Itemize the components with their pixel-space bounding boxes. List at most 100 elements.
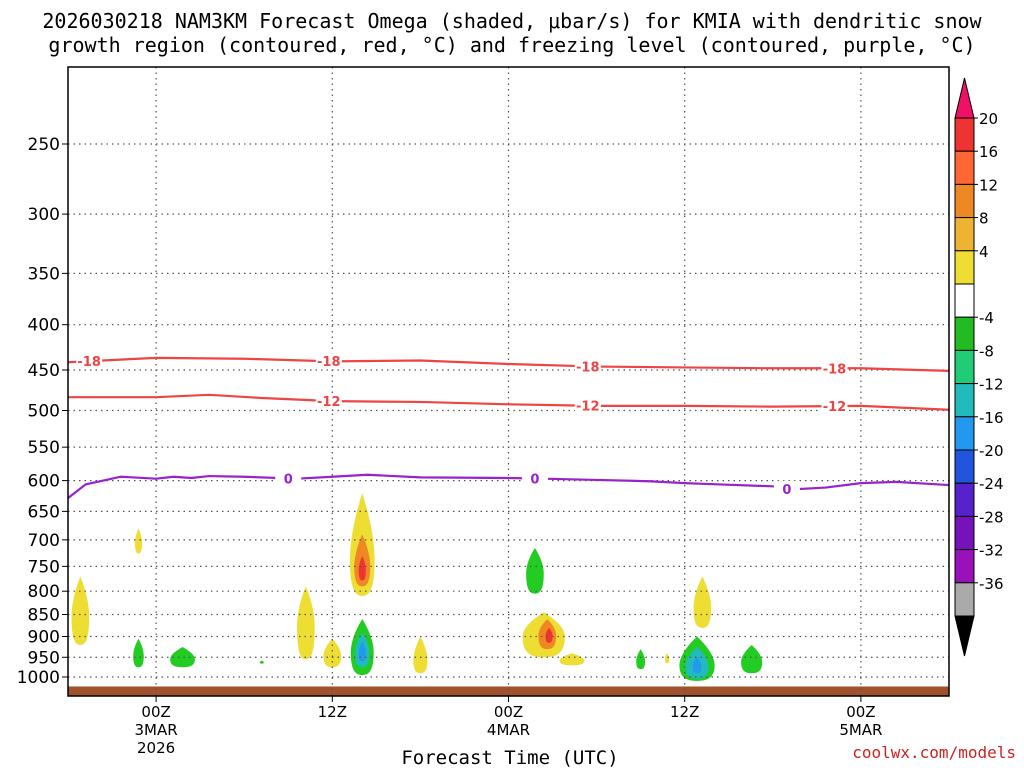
- contour-label: -12: [317, 395, 341, 410]
- x-tick-label: 2026: [137, 739, 175, 757]
- y-tick-label: 500: [28, 402, 60, 422]
- y-tick-label: 950: [28, 648, 60, 668]
- colorbar-label: 8: [979, 210, 989, 228]
- contour-label-bg: [521, 470, 548, 487]
- omega-region-0: [71, 576, 90, 645]
- colorbar-segment: [954, 416, 975, 451]
- contour-label-bg: [315, 353, 342, 370]
- x-tick-label: 12Z: [670, 703, 699, 721]
- y-tick-label: 550: [28, 438, 60, 458]
- colorbar-segment: [954, 316, 975, 351]
- x-tick-label: 4MAR: [487, 721, 530, 739]
- contour-label-bg: [275, 470, 302, 487]
- omega-region-2: [133, 638, 144, 668]
- colorbar-label: -28: [979, 508, 1004, 526]
- grid-lines: [68, 67, 949, 696]
- colorbar-label: 16: [979, 143, 998, 161]
- y-tick-label: 700: [28, 531, 60, 551]
- contour-label-bg: [773, 480, 800, 497]
- y-tick-label: 750: [28, 557, 60, 577]
- y-tick-label: 800: [28, 582, 60, 602]
- contour-label-bg: [574, 358, 601, 375]
- contour-label: -12: [823, 400, 847, 415]
- colorbar-label: -32: [979, 542, 1004, 560]
- omega-region-24: [692, 657, 702, 674]
- colorbar-segment: [954, 283, 975, 318]
- colorbar: 20 16 12 8 4 -4 -8 -12 -16 -20 -24 -28 -32 -36: [954, 77, 1004, 657]
- colorbar-segment: [954, 150, 975, 185]
- y-tick-label: 600: [28, 472, 60, 492]
- y-tick-label: 650: [28, 502, 60, 522]
- y-tick-label: 300: [28, 205, 60, 225]
- colorbar-label: -16: [979, 409, 1004, 427]
- contour-label: 0: [782, 483, 791, 498]
- colorbar-segment: [954, 582, 975, 617]
- title-line-2: growth region (contoured, red, °C) and f…: [48, 33, 975, 57]
- contour-line-0: [67, 356, 950, 372]
- chart-title: 2026030218 NAM3KM Forecast Omega (shaded…: [42, 9, 982, 57]
- contour-line-1: [68, 393, 950, 411]
- omega-region-12: [358, 640, 366, 662]
- contour-label: -18: [576, 360, 600, 375]
- colorbar-label: -20: [979, 442, 1004, 460]
- colorbar-segment: [954, 217, 975, 252]
- colorbar-segment: [954, 515, 975, 551]
- colorbar-label: -12: [979, 376, 1004, 394]
- contour-label: -18: [317, 355, 341, 370]
- y-tick-label: 400: [28, 316, 60, 336]
- colorbar-segment: [954, 349, 975, 385]
- omega-region-21: [693, 576, 712, 628]
- y-tick-label: 450: [28, 361, 60, 381]
- omega-region-19: [636, 649, 646, 670]
- omega-region-4: [259, 660, 264, 664]
- omega-region-20: [665, 653, 670, 664]
- x-axis-label: Forecast Time (UTC): [401, 747, 618, 768]
- ground-layer: [68, 686, 949, 696]
- contour-label-bg: [76, 353, 103, 370]
- omega-region-9: [358, 556, 366, 581]
- omega-region-13: [413, 636, 428, 674]
- x-tick-label: 00Z: [846, 703, 875, 721]
- colorbar-segment: [954, 183, 975, 219]
- colorbar-segment: [954, 549, 975, 584]
- contour-label: -18: [77, 355, 101, 370]
- contour-label-bg: [821, 398, 848, 415]
- y-tick-label: 1000: [17, 668, 60, 688]
- colorbar-label: -4: [979, 309, 994, 327]
- omega-region-17: [545, 627, 553, 643]
- omega-shading: [71, 493, 763, 681]
- contour-label-bg: [821, 360, 848, 377]
- omega-region-25: [741, 644, 763, 674]
- omega-region-14: [526, 548, 544, 594]
- colorbar-segment: [954, 250, 975, 285]
- omega-region-18: [559, 653, 585, 666]
- colorbar-label: -24: [979, 475, 1004, 493]
- credit-text: coolwx.com/models: [852, 743, 1016, 762]
- y-tick-label: 250: [28, 135, 60, 155]
- contour-label-bg: [574, 397, 601, 414]
- temperature-contours: -18 -18 -18 -18 -12 -12 -12 0 0 0: [67, 353, 950, 500]
- colorbar-label: 20: [979, 110, 998, 128]
- contour-label-bg: [315, 393, 342, 410]
- y-tick-label: 350: [28, 264, 60, 284]
- colorbar-label: -36: [979, 575, 1004, 593]
- contour-label: -12: [576, 400, 600, 415]
- x-tick-label: 00Z: [141, 703, 170, 721]
- x-tick-label: 5MAR: [839, 721, 882, 739]
- omega-region-3: [170, 647, 195, 668]
- colorbar-segment: [954, 482, 975, 517]
- contour-label: 0: [284, 472, 293, 487]
- contour-label: 0: [530, 473, 539, 488]
- colorbar-label: 12: [979, 176, 998, 194]
- contour-label: -18: [823, 362, 847, 377]
- omega-region-1: [134, 528, 143, 554]
- colorbar-segment: [954, 449, 975, 484]
- colorbar-label: 4: [979, 243, 989, 261]
- colorbar-segment: [954, 383, 975, 418]
- y-axis-ticks: 250 300 350 400 450 500 550 600 650 700 750 800 850 9…: [17, 135, 68, 688]
- y-tick-label: 850: [28, 606, 60, 626]
- title-line-1: 2026030218 NAM3KM Forecast Omega (shaded…: [42, 9, 982, 33]
- omega-region-5: [297, 586, 315, 660]
